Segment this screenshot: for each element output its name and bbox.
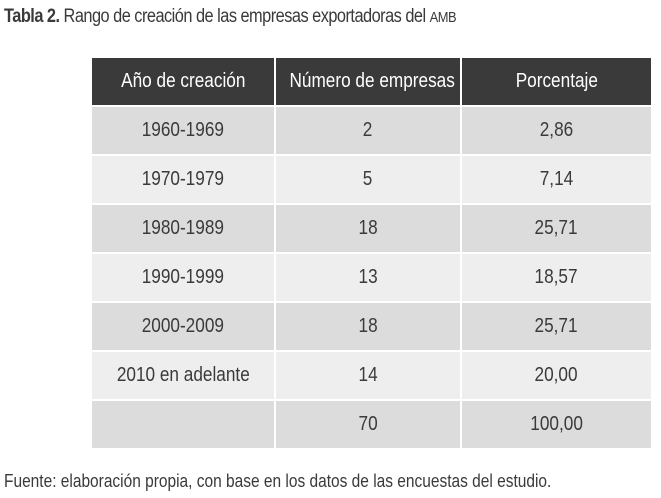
cell-total-count: 70 xyxy=(276,401,462,450)
header-year-of-creation: Año de creación xyxy=(92,58,276,107)
cell-company-count: 2 xyxy=(276,107,462,156)
table-caption: Tabla 2. Rango de creación de las empres… xyxy=(4,6,457,28)
cell-percentage: 25,71 xyxy=(462,303,651,352)
table-title: Rango de creación de las empresas export… xyxy=(63,6,427,27)
cell-percentage: 2,86 xyxy=(462,107,651,156)
table-row: 2010 en adelante 14 20,00 xyxy=(92,352,651,401)
cell-year-range: 1990-1999 xyxy=(92,254,276,303)
cell-percentage: 20,00 xyxy=(462,352,651,401)
cell-company-count: 18 xyxy=(276,205,462,254)
cell-year-range: 1970-1979 xyxy=(92,156,276,205)
table-title-suffix: AMB xyxy=(429,9,457,26)
cell-percentage: 7,14 xyxy=(462,156,651,205)
cell-year-range: 2010 en adelante xyxy=(92,352,276,401)
table-header-row: Año de creación Número de empresas Porce… xyxy=(92,58,651,107)
cell-year-range: 2000-2009 xyxy=(92,303,276,352)
table-row: 1980-1989 18 25,71 xyxy=(92,205,651,254)
cell-company-count: 5 xyxy=(276,156,462,205)
cell-company-count: 14 xyxy=(276,352,462,401)
table-row: 2000-2009 18 25,71 xyxy=(92,303,651,352)
data-table: Año de creación Número de empresas Porce… xyxy=(92,58,651,450)
header-number-of-companies: Número de empresas xyxy=(276,58,462,107)
header-percentage: Porcentaje xyxy=(462,58,651,107)
cell-percentage: 25,71 xyxy=(462,205,651,254)
table-row: 1960-1969 2 2,86 xyxy=(92,107,651,156)
cell-percentage: 18,57 xyxy=(462,254,651,303)
cell-company-count: 18 xyxy=(276,303,462,352)
cell-year-range: 1980-1989 xyxy=(92,205,276,254)
cell-company-count: 13 xyxy=(276,254,462,303)
table-number-label: Tabla 2. xyxy=(4,6,60,27)
cell-total-percentage: 100,00 xyxy=(462,401,651,450)
cell-year-range: 1960-1969 xyxy=(92,107,276,156)
table-row: 1990-1999 13 18,57 xyxy=(92,254,651,303)
table-row: 1970-1979 5 7,14 xyxy=(92,156,651,205)
source-note: Fuente: elaboración propia, con base en … xyxy=(4,471,552,491)
table-total-row: 70 100,00 xyxy=(92,401,651,450)
cell-total-label xyxy=(92,401,276,450)
